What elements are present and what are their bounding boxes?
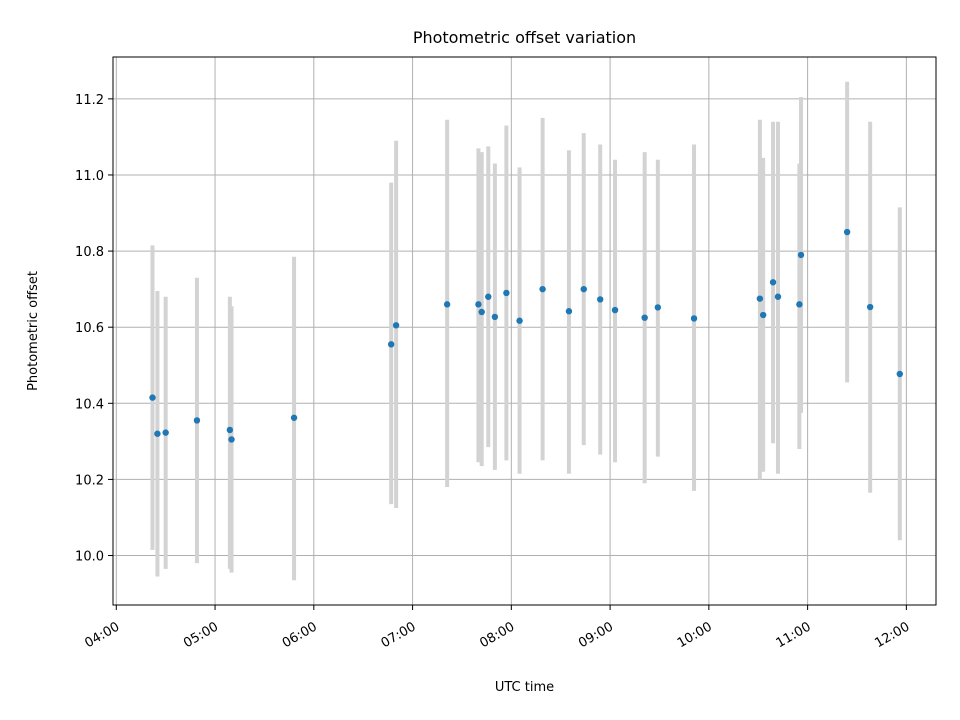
data-point	[866, 303, 874, 311]
data-point	[491, 313, 499, 321]
data-point	[797, 251, 805, 259]
y-tick-label: 10.2	[75, 473, 104, 488]
data-point	[149, 394, 156, 401]
y-axis-label: Photometric offset	[26, 271, 41, 391]
plot-frame	[112, 56, 937, 606]
data-point	[641, 314, 648, 321]
data-point	[228, 436, 235, 443]
chart-title: Photometric offset variation	[413, 28, 636, 47]
data-point	[475, 301, 482, 308]
data-point	[597, 296, 604, 303]
data-point	[756, 295, 764, 302]
data-point	[478, 308, 485, 316]
data-point	[796, 301, 803, 308]
data-point	[516, 317, 523, 324]
data-point	[162, 429, 169, 436]
data-point	[503, 289, 510, 297]
data-point	[759, 311, 767, 319]
data-point	[896, 370, 903, 378]
data-point	[154, 430, 161, 437]
grid-lines	[113, 57, 936, 605]
data-point	[387, 341, 395, 348]
y-tick-label: 10.4	[75, 397, 104, 412]
y-tick-label: 10.6	[75, 321, 104, 336]
y-tick-label: 10.8	[75, 245, 104, 260]
data-point	[193, 417, 201, 424]
data-point	[769, 279, 777, 286]
y-axis-ticks: 10.0 10.2 10.4 10.6 10.8 11.0 11.2	[75, 93, 113, 565]
data-point	[774, 293, 782, 300]
y-tick-label: 10.0	[75, 550, 104, 565]
data-point	[290, 414, 298, 421]
data-point	[443, 301, 451, 308]
data-point	[580, 285, 587, 293]
data-points	[149, 228, 903, 443]
data-point	[690, 315, 698, 322]
y-tick-label: 11.0	[75, 169, 104, 184]
y-tick-label: 11.2	[75, 93, 104, 108]
data-point	[485, 293, 492, 300]
data-point	[565, 308, 573, 315]
data-point	[392, 322, 400, 329]
data-point	[611, 306, 619, 314]
data-point	[226, 426, 234, 434]
x-axis-label: UTC time	[495, 680, 554, 695]
data-point	[539, 285, 546, 293]
data-point	[843, 228, 851, 236]
data-point	[654, 304, 662, 311]
